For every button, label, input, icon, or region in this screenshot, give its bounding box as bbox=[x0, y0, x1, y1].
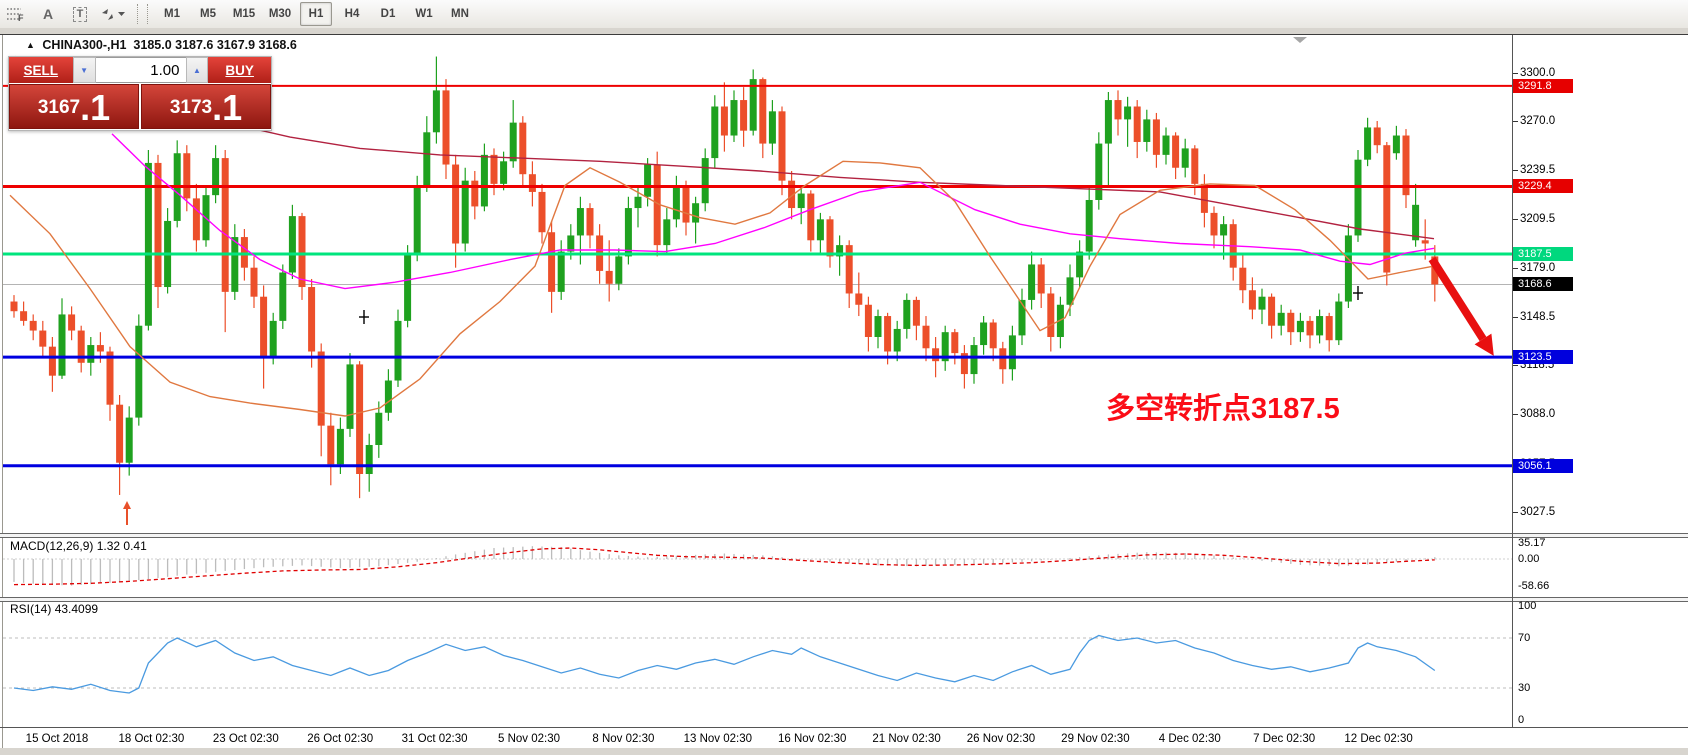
bid-price-main: 3167 bbox=[37, 97, 81, 118]
time-axis-border bbox=[0, 727, 1688, 728]
arrows-tool-button[interactable] bbox=[98, 2, 127, 26]
timeframe-button-h1[interactable]: H1 bbox=[300, 2, 332, 26]
time-axis-label: 7 Dec 02:30 bbox=[1253, 733, 1316, 745]
time-axis-label: 12 Dec 02:30 bbox=[1344, 733, 1413, 745]
time-axis-label: 31 Oct 02:30 bbox=[401, 733, 468, 745]
time-axis-label: 29 Nov 02:30 bbox=[1061, 733, 1130, 745]
text-label-icon: A bbox=[42, 6, 54, 22]
time-axis-label: 23 Oct 02:30 bbox=[212, 733, 279, 745]
rsi-label: RSI(14) 43.4099 bbox=[10, 602, 99, 616]
time-axis-label: 13 Nov 02:30 bbox=[683, 733, 753, 745]
time-axis-label: 5 Nov 02:30 bbox=[497, 733, 561, 745]
price-badge-3187.5: 3187.5 bbox=[1513, 246, 1573, 261]
chart-left-edge bbox=[2, 35, 3, 748]
price-axis-tick: 3088.0 bbox=[1512, 408, 1556, 421]
rsi-axis-label: 0 bbox=[1518, 714, 1525, 726]
dropdown-caret-icon bbox=[118, 12, 125, 16]
timeframe-button-w1[interactable]: W1 bbox=[415, 8, 433, 20]
arrows-icon bbox=[102, 9, 113, 20]
timeframe-button-m30[interactable]: M30 bbox=[268, 8, 292, 20]
price-axis-tick: 3179.0 bbox=[1512, 261, 1556, 274]
text-tool-button[interactable]: T bbox=[66, 2, 94, 26]
macd-axis-label: -58.66 bbox=[1518, 579, 1550, 592]
time-axis-label: 4 Dec 02:30 bbox=[1158, 733, 1221, 745]
timeframe-button-mn[interactable]: MN bbox=[451, 8, 469, 20]
chart-title: ▲ CHINA300-,H1 3185.0 3187.6 3167.9 3168… bbox=[26, 38, 297, 52]
volume-input[interactable] bbox=[95, 57, 186, 83]
rsi-axis-label: 30 bbox=[1518, 682, 1531, 694]
timeframe-group: M1 M5 M15 M30 H1 H4 D1 W1 MN bbox=[154, 2, 478, 26]
bid-price-frac: .1 bbox=[80, 87, 111, 128]
rsi-value: 43.4099 bbox=[54, 602, 99, 616]
time-axis-label: 18 Oct 02:30 bbox=[118, 733, 185, 745]
time-axis-label: 16 Nov 02:30 bbox=[777, 733, 847, 745]
chart-top-splitter[interactable] bbox=[0, 28, 1688, 35]
price-badge-3291.8: 3291.8 bbox=[1513, 78, 1573, 93]
volume-decrease-button[interactable]: ▼ bbox=[72, 57, 96, 83]
time-axis-label: 15 Oct 2018 bbox=[25, 733, 89, 745]
price-axis-border bbox=[1512, 35, 1513, 727]
price-axis-tick: 3027.5 bbox=[1512, 505, 1556, 518]
ask-price-frac: .1 bbox=[212, 87, 243, 128]
macd-pane-splitter[interactable] bbox=[0, 533, 1688, 538]
price-axis-tick: 3148.5 bbox=[1512, 310, 1556, 323]
chart-ohlc-values: 3185.0 3187.6 3167.9 3168.6 bbox=[133, 38, 297, 52]
volume-increase-button[interactable]: ▲ bbox=[185, 57, 209, 83]
ask-price-main: 3173 bbox=[169, 97, 213, 118]
text-label-tool-button[interactable]: A bbox=[34, 2, 62, 26]
time-axis-label: 26 Nov 02:30 bbox=[966, 733, 1036, 745]
chart-annotation-text: 多空转折点3187.5 bbox=[1106, 393, 1340, 425]
macd-axis-label: 0.00 bbox=[1518, 553, 1540, 565]
timeframe-button-m5[interactable]: M5 bbox=[200, 8, 216, 20]
timeframe-button-m1[interactable]: M1 bbox=[164, 8, 180, 20]
timeframe-button-d1[interactable]: D1 bbox=[380, 8, 396, 20]
fibonacci-tool-button[interactable]: F bbox=[2, 2, 30, 26]
ask-price-box[interactable]: 3173 .1 bbox=[141, 84, 271, 129]
price-axis-tick: 3239.5 bbox=[1512, 164, 1556, 177]
timeframe-button-h4[interactable]: H4 bbox=[344, 8, 360, 20]
rsi-axis-label: 70 bbox=[1518, 632, 1531, 644]
time-axis-label: 8 Nov 02:30 bbox=[592, 733, 655, 745]
buy-button[interactable]: BUY bbox=[208, 57, 271, 83]
rsi-pane-splitter[interactable] bbox=[0, 597, 1688, 602]
toolbar-grip[interactable] bbox=[137, 4, 148, 24]
rsi-axis-label: 100 bbox=[1518, 600, 1537, 612]
chart-symbol-period: CHINA300-,H1 bbox=[42, 38, 127, 52]
one-click-trading-panel: SELL ▼ ▲ BUY 3167 .1 3173 .1 bbox=[8, 56, 272, 131]
price-axis-tick: 3270.0 bbox=[1512, 115, 1556, 127]
bid-price-box[interactable]: 3167 .1 bbox=[9, 84, 139, 129]
price-axis-tick: 3300.0 bbox=[1512, 66, 1556, 79]
price-badge-3123.5: 3123.5 bbox=[1513, 350, 1573, 365]
price-badge-3229.4: 3229.4 bbox=[1513, 179, 1573, 194]
timeframe-button-m15[interactable]: M15 bbox=[232, 8, 256, 20]
collapse-triangle-icon: ▲ bbox=[26, 40, 35, 50]
macd-label: MACD(12,26,9) 1.32 0.41 bbox=[10, 539, 147, 553]
text-tool-icon: T bbox=[72, 6, 88, 22]
time-axis-label: 21 Nov 02:30 bbox=[872, 733, 941, 745]
price-badge-3056.1: 3056.1 bbox=[1513, 458, 1573, 473]
toolbar: F A T M1 M5 M15 M30 H1 H4 D1 W1 MN bbox=[0, 0, 1688, 29]
sell-button[interactable]: SELL bbox=[9, 57, 73, 83]
fibonacci-icon: F bbox=[7, 8, 24, 22]
svg-text:F: F bbox=[18, 13, 24, 22]
bottom-tab-strip bbox=[0, 748, 1688, 755]
price-badge-3168.6: 3168.6 bbox=[1513, 277, 1573, 292]
macd-axis-label: 35.17 bbox=[1518, 536, 1546, 549]
price-axis-tick: 3209.5 bbox=[1512, 212, 1556, 225]
time-axis-label: 26 Oct 02:30 bbox=[307, 733, 374, 745]
macd-values: 1.32 0.41 bbox=[96, 539, 147, 553]
